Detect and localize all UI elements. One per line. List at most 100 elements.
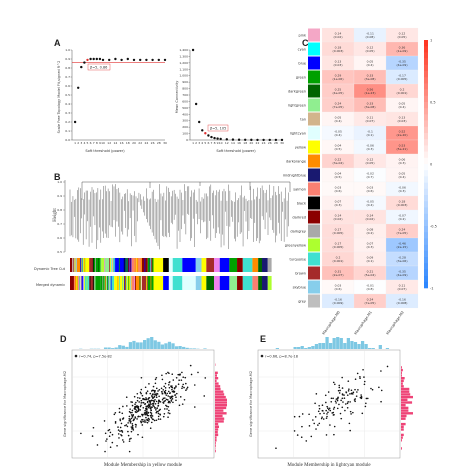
data-point	[301, 425, 303, 428]
data-point	[164, 387, 167, 389]
data-point	[129, 420, 131, 422]
data-point	[158, 395, 160, 398]
cell-pvalue: (0.02)	[365, 217, 374, 221]
data-point	[167, 395, 170, 397]
data-point	[338, 392, 341, 394]
cell-value: -0.06	[398, 186, 406, 190]
module-stripe	[122, 276, 124, 290]
cell-value: -0.01	[366, 284, 374, 288]
data-point	[172, 401, 174, 404]
module-stripe	[79, 276, 81, 290]
data-point	[225, 138, 228, 141]
module-color-bar	[100, 258, 105, 272]
data-point	[198, 120, 201, 124]
data-point	[144, 413, 146, 415]
module-stripe	[126, 258, 128, 272]
module-color-bar	[201, 258, 207, 272]
cell-pvalue: (0.008)	[397, 301, 408, 305]
data-point	[159, 413, 161, 416]
cell-pvalue: (5e-21)	[397, 147, 408, 151]
data-point	[348, 388, 350, 390]
module-label: pink	[299, 34, 307, 38]
cell-value: 0.22	[335, 158, 342, 162]
data-point	[344, 409, 346, 412]
data-point	[149, 400, 151, 403]
panel-label-d: D	[60, 334, 67, 344]
module-color-bar	[214, 276, 220, 290]
data-point	[315, 393, 318, 395]
data-point	[308, 425, 311, 427]
cell-value: -0.28	[398, 256, 406, 260]
y-tick-label: 0.5	[57, 250, 62, 254]
marginal-bar-x	[378, 345, 382, 349]
data-point	[301, 413, 304, 415]
data-point	[139, 409, 142, 411]
data-point	[181, 371, 183, 374]
data-point	[145, 416, 147, 419]
data-point	[342, 401, 344, 403]
cell-pvalue: (2e-07)	[333, 273, 344, 277]
data-point	[139, 391, 142, 394]
marginal-bar-x	[111, 348, 115, 349]
data-point	[161, 391, 163, 393]
data-point	[126, 425, 129, 428]
data-point	[92, 57, 95, 61]
data-point	[169, 397, 172, 400]
data-point	[130, 401, 132, 403]
y-tick-label: 600	[182, 99, 188, 103]
marginal-bar-y	[401, 425, 404, 428]
module-stripe	[94, 276, 96, 290]
x-tick-label: 12	[107, 141, 111, 145]
data-point	[157, 390, 159, 392]
x-tick-label: 2	[195, 141, 197, 145]
panel-e: r=0.66, p=8.7e-18 Module Membership in l…	[249, 337, 413, 468]
cell-value: -0.11	[366, 32, 374, 36]
panel-label-a: A	[54, 38, 61, 48]
module-swatch	[308, 196, 320, 210]
cell-pvalue: (4e-05)	[333, 91, 344, 95]
data-point	[155, 400, 158, 403]
module-swatch	[308, 294, 320, 308]
data-point	[186, 386, 189, 389]
data-point	[161, 398, 164, 401]
module-stripe	[100, 258, 102, 272]
data-point	[386, 365, 389, 368]
data-point	[335, 402, 337, 404]
marginal-bar-x	[114, 347, 118, 349]
data-point	[145, 412, 148, 415]
data-point	[168, 372, 170, 375]
module-stripe	[74, 276, 75, 290]
module-swatch	[308, 238, 320, 252]
data-point	[163, 385, 165, 388]
marginal-bar-x	[357, 344, 361, 349]
data-point	[137, 406, 140, 409]
data-point	[106, 438, 108, 440]
data-point	[346, 402, 349, 405]
marginal-bar-y	[401, 404, 406, 407]
module-stripe	[80, 276, 82, 290]
module-stripe	[72, 258, 74, 272]
data-point	[363, 380, 366, 383]
y-axis-label: Mean Connectivity	[175, 81, 179, 114]
data-point	[354, 388, 356, 391]
data-point	[359, 377, 361, 380]
module-stripe	[138, 258, 140, 272]
module-swatch	[308, 210, 320, 224]
data-point	[350, 413, 352, 415]
module-swatch	[308, 28, 320, 42]
marginal-bar-x	[360, 341, 365, 349]
x-tick-label: 1	[192, 141, 194, 145]
marginal-bar-x	[318, 343, 322, 349]
annotation-text: β=5, 0.86	[90, 66, 107, 70]
module-stripe	[107, 276, 108, 290]
data-point	[163, 412, 166, 415]
data-point	[148, 403, 150, 406]
cell-value: 0.56	[367, 88, 374, 92]
module-swatch	[308, 112, 320, 126]
module-label: brown	[295, 272, 306, 276]
data-point	[346, 394, 349, 396]
data-point	[345, 391, 348, 394]
dendrogram-top-merge	[81, 181, 291, 200]
cell-pvalue: (0.4)	[366, 203, 373, 207]
data-point	[153, 400, 155, 402]
